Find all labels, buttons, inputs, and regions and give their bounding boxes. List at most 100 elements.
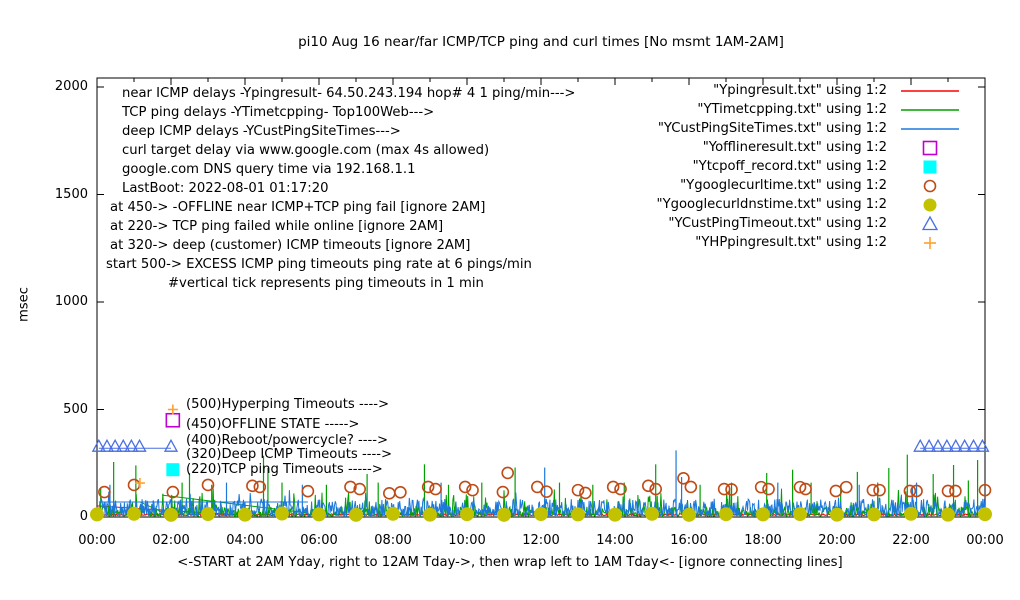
legend-sample-filled-circle-icon [923, 198, 937, 211]
point-YCustPingTimeout.txt [913, 438, 928, 452]
point-Ygooglecurltime.txt [873, 483, 886, 497]
point-Ygooglecurltime.txt [501, 466, 515, 480]
legend-entry-label: "YHPpingresult.txt" using 1:2 [695, 235, 887, 250]
point-YCustPingTimeout.txt [957, 438, 972, 452]
x-axis-label: <-START at 2AM Yday, right to 12AM Tday-… [177, 555, 843, 570]
point-Ygooglecurltime.txt [717, 482, 731, 496]
annotation-line-5: LastBoot: 2022-08-01 01:17:20 [122, 181, 329, 196]
x-tick-label-7: 14:00 [596, 533, 634, 548]
legend-entry-4: "Ytcpoff_record.txt" using 1:2 [657, 157, 966, 176]
point-Ygooglecurltime.txt [301, 484, 315, 498]
point-YCustPingTimeout.txt [108, 438, 123, 452]
legend-entry-label: "YTimetcpping.txt" using 1:2 [697, 102, 887, 117]
point-YCustPingTimeout.txt [966, 438, 981, 452]
x-tick-label-6: 12:00 [522, 533, 560, 548]
x-tick-label-8: 16:00 [670, 533, 708, 548]
point-Ygooglecurltime.txt [614, 482, 627, 496]
point-Ygooglecurltime.txt [649, 482, 663, 496]
legend-entry-label: "Ypingresult.txt" using 1:2 [713, 83, 887, 98]
point-Ygooglecurldnstime.txt [904, 506, 918, 521]
point-Ygooglecurltime.txt [166, 485, 180, 499]
point-Ygooglecurltime.txt [725, 483, 738, 496]
x-tick-label-4: 08:00 [374, 533, 412, 548]
point-Ygooglecurldnstime.txt [238, 507, 252, 522]
level-label-1: (450)OFFLINE STATE -----> [186, 417, 360, 432]
point-Ygooglecurldnstime.txt [830, 507, 844, 522]
point-Ygooglecurltime.txt [606, 480, 620, 494]
legend-entry-label: "YCustPingTimeout.txt" using 1:2 [668, 216, 887, 231]
annotation-line-6: at 450-> -OFFLINE near ICMP+TCP ping fai… [110, 200, 486, 215]
legend-sample-plus-icon [924, 236, 936, 249]
legend-sample-line-icon [901, 127, 959, 130]
point-Ygooglecurltime.txt [579, 486, 592, 500]
point-Ygooglecurltime.txt [829, 484, 843, 498]
point-Ygooglecurldnstime.txt [423, 507, 437, 522]
legend-entry-2: "YCustPingSiteTimes.txt" using 1:2 [657, 119, 966, 138]
point-YCustPingTimeout.txt [939, 438, 954, 452]
legend-sample-open-circle-icon [923, 179, 937, 192]
legend-entry-3: "Yofflineresult.txt" using 1:2 [657, 138, 966, 157]
point-Ygooglecurltime.txt [201, 478, 215, 492]
point-YCustPingTimeout.txt [99, 438, 115, 452]
annotation-line-2: deep ICMP delays -YCustPingSiteTimes---> [122, 124, 401, 139]
point-Ygooglecurldnstime.txt [534, 506, 548, 521]
y-tick-label-0: 0 [79, 509, 88, 524]
legend-entry-5: "Ygooglecurltime.txt" using 1:2 [657, 176, 966, 195]
point-Ygooglecurltime.txt [421, 480, 435, 494]
point-Ygooglecurldnstime.txt [719, 507, 733, 522]
point-Ygooglecurltime.txt [429, 482, 442, 496]
point-YCustPingTimeout.txt [975, 438, 990, 452]
legend-entry-8: "YHPpingresult.txt" using 1:2 [657, 233, 966, 252]
point-Ygooglecurldnstime.txt [941, 507, 955, 522]
point-YCustPingTimeout.txt [91, 438, 106, 452]
annotation-line-8: at 320-> deep (customer) ICMP timeouts [… [110, 238, 471, 253]
point-Ygooglecurldnstime.txt [571, 507, 585, 522]
point-YCustPingTimeout.txt [163, 438, 179, 452]
annotation-line-10: #vertical tick represents ping timeouts … [168, 276, 484, 291]
point-Ygooglecurltime.txt [458, 480, 472, 494]
point-Ygooglecurltime.txt [903, 484, 917, 498]
level-label-3: (320)Deep ICMP Timeouts ----> [186, 447, 393, 462]
x-tick-label-9: 18:00 [744, 533, 782, 548]
annotation-line-1: TCP ping delays -YTimetcpping- Top100Web… [122, 105, 435, 120]
point-Ygooglecurldnstime.txt [349, 507, 363, 522]
point-YCustPingTimeout.txt [116, 438, 131, 452]
point-Ygooglecurldnstime.txt [90, 507, 104, 522]
point-Ygooglecurldnstime.txt [127, 506, 141, 521]
point-Ygooglecurldnstime.txt [682, 507, 696, 522]
point-Ygooglecurltime.txt [344, 480, 357, 494]
point-Ygooglecurldnstime.txt [756, 507, 770, 522]
point-YCustPingTimeout.txt [948, 438, 963, 452]
point-Ygooglecurltime.txt [799, 482, 812, 496]
point-Ygooglecurldnstime.txt [201, 506, 215, 521]
level-label-2: (400)Reboot/powercycle? ----> [186, 433, 389, 448]
point-Ygooglecurldnstime.txt [867, 507, 881, 522]
legend-sample-line-icon [901, 108, 959, 111]
point-Ygooglecurltime.txt [762, 482, 775, 496]
point-Ygooglecurltime.txt [466, 483, 479, 497]
point-Ytcpoff_record.txt [166, 463, 180, 477]
legend-sample-line-icon [901, 89, 959, 92]
point-Ygooglecurldnstime.txt [460, 507, 474, 522]
legend: "Ypingresult.txt" using 1:2 "YTimetcpping… [657, 81, 966, 252]
point-Yofflineresult.txt [165, 412, 181, 428]
y-tick-label-1000: 1000 [54, 294, 88, 309]
point-Ygooglecurltime.txt [127, 478, 141, 492]
legend-entry-label: "Ygooglecurltime.txt" using 1:2 [680, 178, 887, 193]
point-Ygooglecurldnstime.txt [497, 507, 511, 522]
point-Ygooglecurldnstime.txt [312, 507, 326, 522]
point-Ygooglecurldnstime.txt [978, 507, 992, 522]
level-label-0: (500)Hyperping Timeouts ----> [186, 397, 390, 412]
legend-sample-open-square-icon [922, 140, 938, 155]
point-Ygooglecurldnstime.txt [645, 506, 659, 521]
point-Ygooglecurltime.txt [910, 484, 923, 498]
x-tick-label-1: 02:00 [152, 533, 190, 548]
chart-title: pi10 Aug 16 near/far ICMP/TCP ping and c… [298, 34, 784, 50]
legend-entry-label: "Ygooglecurldnstime.txt" using 1:2 [656, 197, 888, 212]
legend-entry-label: "Ytcpoff_record.txt" using 1:2 [692, 159, 887, 174]
point-Ygooglecurldnstime.txt [275, 506, 289, 521]
annotation-line-4: google.com DNS query time via 192.168.1.… [122, 162, 416, 177]
legend-sample-open-triangle-icon [921, 215, 939, 230]
point-Ygooglecurldnstime.txt [386, 506, 400, 521]
